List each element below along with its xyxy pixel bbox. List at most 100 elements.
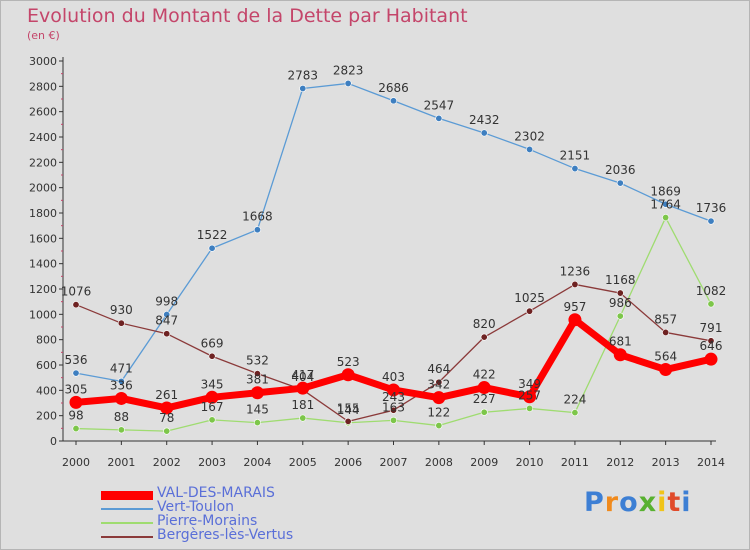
data-label-berg-res-l-s-vertus-2003: 669: [201, 336, 224, 350]
data-label-pierre-morains-2007: 163: [382, 400, 405, 414]
data-label-berg-res-l-s-vertus-2002: 847: [155, 314, 178, 328]
legend-label-val-des-marais: VAL-DES-MARAIS: [157, 485, 275, 501]
point-berg-res-l-s-vertus-2003: [208, 352, 216, 360]
point-vert-toulon-2012: [616, 179, 624, 187]
x-tick-label-2009: 2009: [470, 456, 498, 469]
x-tick-label-2011: 2011: [561, 456, 589, 469]
data-label-pierre-morains-2010: 257: [518, 388, 541, 402]
data-label-vert-toulon-2004: 1668: [242, 210, 273, 224]
data-label-val-des-marais-2014: 646: [700, 339, 723, 353]
data-label-pierre-morains-2003: 167: [201, 400, 224, 414]
point-val-des-marais-2004: [250, 386, 264, 400]
point-vert-toulon-2002: [163, 311, 171, 319]
point-berg-res-l-s-vertus-2011: [571, 280, 579, 288]
point-berg-res-l-s-vertus-2000: [72, 301, 80, 309]
data-label-berg-res-l-s-vertus-2000: 1076: [61, 285, 92, 299]
data-label-vert-toulon-2012: 2036: [605, 163, 636, 177]
y-tick-label-400: 400: [36, 384, 57, 397]
point-pierre-morains-2013: [662, 214, 670, 222]
data-label-val-des-marais-2007: 403: [382, 370, 405, 384]
data-label-val-des-marais-2003: 345: [201, 377, 224, 391]
point-val-des-marais-2013: [659, 363, 673, 377]
x-tick-label-2010: 2010: [516, 456, 544, 469]
data-label-val-des-marais-2001: 336: [110, 378, 133, 392]
data-label-pierre-morains-2009: 227: [473, 392, 496, 406]
data-label-val-des-marais-2005: 417: [291, 368, 314, 382]
x-tick-label-2014: 2014: [697, 456, 725, 469]
point-vert-toulon-2008: [435, 114, 443, 122]
point-val-des-marais-2010: [523, 390, 537, 404]
legend-label-vert-toulon: Vert-Toulon: [157, 499, 235, 515]
y-tick-label-2600: 2600: [29, 106, 57, 119]
data-label-pierre-morains-2004: 145: [246, 403, 269, 417]
y-tick-label-0: 0: [50, 435, 57, 448]
legend-label-pierre-morains: Pierre-Morains: [157, 513, 258, 529]
legend-swatch-berg-res-l-s-vertus: [101, 536, 153, 538]
point-val-des-marais-2001: [114, 391, 128, 405]
y-tick-label-2400: 2400: [29, 131, 57, 144]
legend-swatch-pierre-morains: [101, 522, 153, 524]
legend-swatch-val-des-marais: [101, 490, 153, 500]
point-vert-toulon-2014: [707, 217, 715, 225]
point-val-des-marais-2002: [160, 401, 174, 415]
data-label-berg-res-l-s-vertus-2008: 464: [427, 362, 450, 376]
x-tick-label-2012: 2012: [606, 456, 634, 469]
data-label-val-des-marais-2004: 381: [246, 373, 269, 387]
point-berg-res-l-s-vertus-2002: [163, 330, 171, 338]
point-berg-res-l-s-vertus-2007: [389, 406, 397, 414]
point-berg-res-l-s-vertus-2009: [480, 333, 488, 341]
data-label-vert-toulon-2001: 471: [110, 361, 133, 375]
data-label-vert-toulon-2009: 2432: [469, 113, 500, 127]
point-vert-toulon-2003: [208, 244, 216, 252]
point-pierre-morains-2001: [117, 426, 125, 434]
data-label-vert-toulon-2007: 2686: [378, 81, 409, 95]
y-tick-label-200: 200: [36, 410, 57, 423]
point-berg-res-l-s-vertus-2004: [253, 370, 261, 378]
point-val-des-marais-2011: [568, 313, 582, 327]
point-vert-toulon-2011: [571, 165, 579, 173]
x-tick-label-2001: 2001: [107, 456, 135, 469]
x-tick-label-2007: 2007: [380, 456, 408, 469]
point-pierre-morains-2011: [571, 409, 579, 417]
data-label-pierre-morains-2011: 224: [563, 393, 586, 407]
legend-swatch-vert-toulon: [101, 508, 153, 510]
data-label-vert-toulon-2005: 2783: [288, 68, 319, 82]
y-tick-label-2200: 2200: [29, 156, 57, 169]
data-label-val-des-marais-2006: 523: [337, 355, 360, 369]
data-label-vert-toulon-2000: 536: [65, 353, 88, 367]
point-pierre-morains-2010: [526, 404, 534, 412]
data-label-val-des-marais-2002: 261: [155, 388, 178, 402]
data-label-pierre-morains-2000: 98: [68, 409, 83, 423]
y-tick-label-1200: 1200: [29, 283, 57, 296]
data-label-vert-toulon-2008: 2547: [424, 98, 455, 112]
point-val-des-marais-2014: [704, 352, 718, 366]
point-val-des-marais-2012: [613, 348, 627, 362]
point-berg-res-l-s-vertus-2006: [344, 417, 352, 425]
point-val-des-marais-2007: [387, 383, 400, 397]
data-label-berg-res-l-s-vertus-2005: 404: [291, 370, 314, 384]
x-tick-label-2004: 2004: [243, 456, 271, 469]
chart-axes: 0 200 400 600 800 1000 1200 1400 1600 1800 2000 220…: [29, 55, 725, 469]
point-berg-res-l-s-vertus-2008: [435, 378, 443, 386]
data-label-val-des-marais-2013: 564: [654, 350, 677, 364]
y-tick-label-2000: 2000: [29, 182, 57, 195]
point-pierre-morains-2007: [389, 416, 397, 424]
data-label-val-des-marais-2011: 957: [563, 300, 586, 314]
y-tick-label-1400: 1400: [29, 258, 57, 271]
y-tick-label-800: 800: [36, 334, 57, 347]
data-label-vert-toulon-2010: 2302: [514, 129, 545, 143]
point-pierre-morains-2014: [707, 300, 715, 308]
point-berg-res-l-s-vertus-2014: [707, 337, 715, 345]
data-label-berg-res-l-s-vertus-2013: 857: [654, 312, 677, 326]
y-tick-label-1600: 1600: [29, 232, 57, 245]
x-tick-label-2008: 2008: [425, 456, 453, 469]
data-label-val-des-marais-2008: 342: [427, 378, 450, 392]
legend-label-berg-res-l-s-vertus: Bergères-lès-Vertus: [157, 527, 294, 543]
point-pierre-morains-2000: [72, 425, 80, 433]
data-label-pierre-morains-2006: 144: [337, 403, 360, 417]
point-pierre-morains-2009: [480, 408, 488, 416]
y-tick-label-600: 600: [36, 359, 57, 372]
x-tick-label-2000: 2000: [62, 456, 90, 469]
data-label-pierre-morains-2013: 1764: [650, 198, 681, 212]
